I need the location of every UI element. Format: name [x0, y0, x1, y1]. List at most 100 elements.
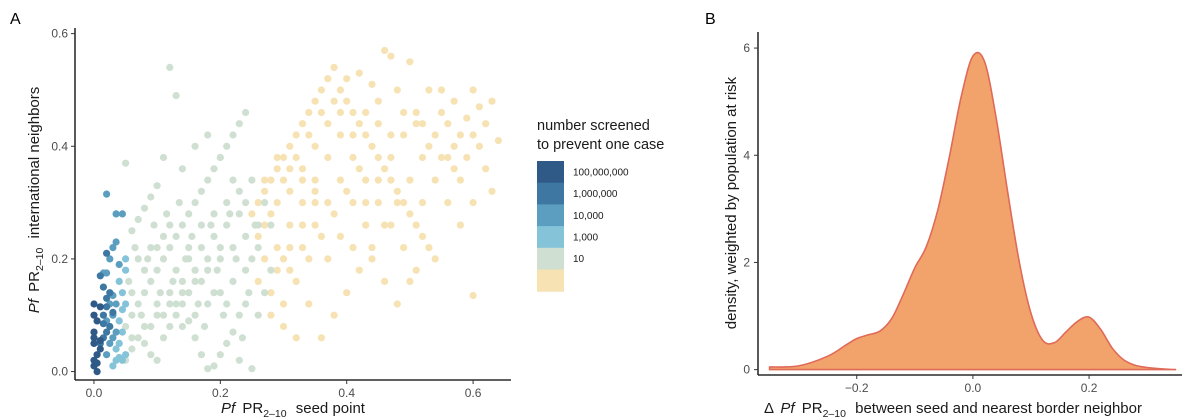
scatter-point: [261, 187, 269, 195]
scatter-point: [387, 131, 395, 139]
scatter-point: [134, 255, 142, 263]
scatter-point: [254, 199, 262, 207]
scatter-point: [147, 322, 155, 331]
scatter-point: [169, 277, 177, 285]
scatter-point: [374, 120, 382, 128]
scatter-point: [122, 266, 130, 274]
scatter-point: [90, 334, 98, 342]
scatter-point: [191, 199, 199, 207]
x-axis-title-b: Δ Pf PR2–10 between seed and nearest bor…: [764, 400, 1142, 419]
scatter-point: [191, 142, 199, 150]
scatter-point: [469, 131, 477, 139]
scatter-point: [279, 153, 288, 162]
y-axis-title-b: density, weighted by population at risk: [723, 76, 740, 329]
scatter-point: [324, 75, 332, 83]
scatter-point: [223, 199, 231, 207]
scatter-point: [286, 221, 294, 229]
scatter-point: [488, 97, 496, 105]
scatter-point: [368, 244, 376, 252]
legend-label: 1,000: [573, 232, 598, 243]
x-tick-label: 0.6: [465, 386, 482, 400]
scatter-point: [197, 187, 205, 195]
scatter-point: [298, 221, 307, 229]
scatter-point: [147, 193, 155, 201]
scatter-point: [122, 351, 130, 359]
scatter-point: [235, 210, 243, 218]
scatter-point: [153, 356, 161, 364]
scatter-point: [140, 266, 149, 274]
scatter-point: [185, 289, 193, 297]
scatter-point: [251, 221, 259, 229]
legend-label: 1,000,000: [573, 189, 618, 200]
y-tick-label: 0.2: [51, 252, 68, 266]
scatter-point: [349, 131, 357, 139]
scatter-point: [229, 244, 237, 252]
scatter-point: [216, 255, 224, 263]
scatter-point: [311, 187, 319, 195]
scatter-point: [103, 328, 111, 336]
scatter-point: [122, 255, 130, 263]
scatter-point: [134, 215, 142, 224]
scatter-point: [324, 255, 332, 263]
scatter-point: [374, 153, 382, 162]
scatter-point: [140, 289, 149, 297]
scatter-point: [298, 244, 307, 252]
legend-label: 10,000: [573, 211, 604, 222]
scatter-point: [381, 277, 389, 285]
scatter-point: [93, 317, 101, 325]
scatter-point: [374, 199, 382, 207]
scatter-point: [456, 176, 464, 184]
y-tick-label: 0.0: [51, 365, 68, 379]
scatter-point: [128, 311, 136, 319]
scatter-point: [311, 221, 319, 229]
scatter-point: [115, 260, 123, 269]
y-tick-label: 0.4: [51, 139, 68, 153]
scatter-point: [463, 153, 471, 162]
legend-label: 100,000,000: [573, 167, 629, 178]
scatter-point: [273, 244, 281, 252]
scatter-point: [232, 255, 240, 263]
scatter-point: [90, 300, 98, 308]
scatter-point: [273, 153, 281, 162]
y-tick-label-b: 6: [743, 41, 750, 55]
scatter-point: [213, 266, 221, 274]
scatter-point: [178, 277, 186, 285]
scatter-point: [96, 345, 104, 353]
scatter-point: [488, 187, 496, 195]
scatter-point: [191, 277, 199, 285]
scatter-point: [254, 277, 262, 285]
scatter-point: [456, 131, 464, 139]
scatter-point: [469, 199, 477, 207]
scatter-point: [450, 142, 458, 150]
scatter-point: [210, 165, 218, 173]
legend-swatch: [537, 247, 564, 270]
scatter-point: [317, 86, 325, 94]
scatter-point: [128, 345, 136, 353]
scatter-point: [238, 334, 246, 342]
scatter-point: [336, 131, 344, 139]
scatter-point: [387, 52, 395, 60]
scatter-point: [437, 153, 446, 162]
scatter-point: [412, 108, 420, 117]
scatter-point: [292, 131, 300, 139]
scatter-point: [330, 311, 338, 319]
scatter-point: [172, 300, 180, 308]
scatter-point: [229, 176, 237, 184]
scatter-point: [103, 269, 111, 277]
density-area: [768, 51, 1177, 371]
scatter-point: [317, 232, 325, 240]
scatter-point: [292, 153, 300, 162]
scatter-point: [156, 289, 164, 297]
scatter-point: [118, 328, 126, 336]
scatter-point: [336, 232, 344, 240]
scatter-point: [343, 187, 351, 195]
scatter-point: [96, 303, 104, 311]
scatter-point: [96, 337, 104, 345]
scatter-point: [261, 289, 269, 297]
scatter-point: [311, 176, 319, 184]
scatter-point: [115, 277, 123, 285]
scatter-point: [106, 339, 114, 347]
scatter-point: [286, 266, 294, 274]
y-tick-label: 0.6: [51, 27, 68, 41]
scatter-point: [343, 75, 351, 83]
